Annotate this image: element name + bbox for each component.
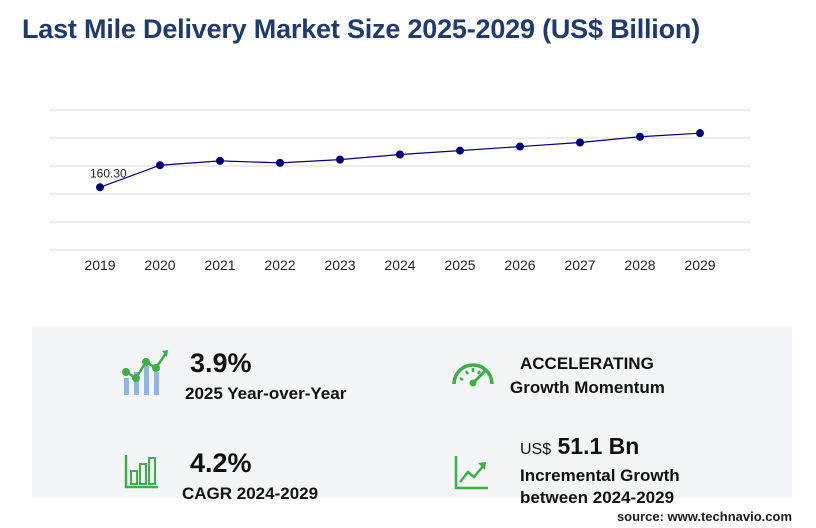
yoy-label: 2025 Year-over-Year <box>185 384 347 403</box>
x-tick-label: 2025 <box>444 257 475 273</box>
x-tick-label: 2029 <box>684 257 715 273</box>
data-point <box>156 161 164 170</box>
incremental-value: US$ 51.1 Bn <box>520 435 639 461</box>
incremental-label-line1: Incremental Growth <box>520 466 680 485</box>
growth-bars-icon <box>122 350 168 395</box>
x-tick-label: 2019 <box>84 257 115 273</box>
x-tick-label: 2022 <box>264 257 295 273</box>
yoy-value: 3.9% <box>190 348 252 378</box>
trend-up-icon <box>454 456 488 490</box>
x-tick-label: 2028 <box>624 257 655 273</box>
currency-prefix: US$ <box>520 441 552 458</box>
x-tick-label: 2020 <box>144 257 175 273</box>
data-point <box>696 129 704 138</box>
line-chart: 2019 2020 2021 2022 2023 2024 2025 2026 2027 2028… <box>50 109 750 273</box>
data-point <box>516 142 524 151</box>
source-credit: source: www.technavio.com <box>616 509 792 524</box>
cagr-value: 4.2% <box>190 448 252 478</box>
incremental-amount: 51.1 Bn <box>557 433 640 459</box>
chart-title: Last Mile Delivery Market Size 2025-2029… <box>22 14 700 44</box>
data-point <box>276 158 284 167</box>
data-labels: 160.30 <box>90 166 127 180</box>
data-point <box>96 183 104 192</box>
x-tick-label: 2026 <box>504 257 535 273</box>
momentum-head: ACCELERATING <box>520 354 654 373</box>
gridlines <box>50 109 750 251</box>
incremental-label-line2: between 2024-2029 <box>520 488 675 507</box>
stats-panel: 3.9% 2025 Year-over-Year ACCELERATING Gr… <box>32 326 792 507</box>
data-point <box>576 138 584 147</box>
series-line <box>99 132 701 188</box>
data-point <box>216 156 224 165</box>
data-point <box>456 146 464 155</box>
series-line-path <box>99 132 701 188</box>
x-tick-label: 2024 <box>384 257 415 273</box>
x-tick-label: 2023 <box>324 257 355 273</box>
x-tick-label: 2021 <box>204 257 235 273</box>
series-points <box>96 129 704 192</box>
momentum-label: Growth Momentum <box>510 378 665 397</box>
data-point <box>396 150 404 159</box>
data-label: 160.30 <box>90 166 127 180</box>
data-point <box>336 155 344 164</box>
x-axis: 2019 2020 2021 2022 2023 2024 2025 2026 2027 2028… <box>84 257 715 273</box>
cagr-label: CAGR 2024-2029 <box>182 484 319 503</box>
bar-chart-icon <box>124 455 158 489</box>
data-point <box>636 132 644 141</box>
x-tick-label: 2027 <box>564 257 595 273</box>
speedometer-icon <box>452 363 494 387</box>
